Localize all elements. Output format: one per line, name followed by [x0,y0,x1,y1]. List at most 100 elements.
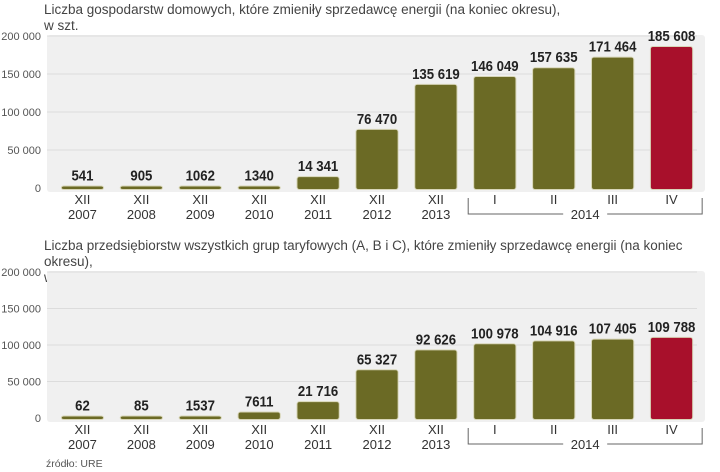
x-tick-label: XII [310,192,326,207]
bar [415,350,457,419]
x-tick-label: I [493,192,497,207]
x-tick-label: XII [133,192,149,207]
bar-value-label: 135 619 [412,65,460,82]
group-bracket [467,428,703,445]
y-tick-label: 200 000 [1,31,41,43]
bar-value-label: 107 405 [589,320,637,337]
bar-value-label: 85 [134,397,149,414]
x-tick-label: XII [428,422,444,437]
x-tick-year-label: 2010 [245,207,274,222]
bar-value-label: 1537 [186,397,215,414]
y-tick-label: 0 [35,413,41,425]
bar-value-label: 14 341 [298,157,338,174]
bar [238,186,280,189]
bar-value-label: 185 608 [648,27,696,44]
x-tick-year-label: 2008 [127,437,156,452]
x-tick-label: XII [75,422,91,437]
x-tick-label: II [550,192,557,207]
x-tick-label: III [607,422,618,437]
chart-1-title-text: Liczba gospodarstw domowych, które zmien… [44,2,561,17]
bar [474,77,516,189]
group-bracket [467,198,703,215]
x-tick-year-label: 2013 [421,207,450,222]
bar [61,186,104,189]
bar [297,177,339,189]
bar [650,337,693,419]
x-tick-year-label: 2007 [68,437,97,452]
x-tick-label: XII [192,422,208,437]
y-tick-label: 150 000 [1,69,41,81]
bar [533,68,575,189]
x-tick-year-label: 2008 [127,207,156,222]
bar [356,370,398,419]
x-tick-label: I [493,422,497,437]
y-tick-label: 200 000 [1,267,41,279]
bar [238,412,280,419]
x-tick-year-label: 2012 [363,437,392,452]
bar [592,339,634,419]
chart-1-title: Liczba gospodarstw domowych, które zmien… [44,2,560,34]
y-tick-label: 0 [35,183,41,195]
x-tick-year-label: 2009 [186,437,215,452]
bar-value-label: 76 470 [357,110,397,127]
bar [415,84,457,189]
x-tick-label: XII [192,192,208,207]
bar [297,402,339,419]
household-switch-chart: 0 50 000 100 000 150 000 200 000 541 XII 2007 90… [1,27,705,222]
bar-value-label: 1340 [245,167,274,184]
x-tick-year-label: 2012 [363,207,392,222]
group-year-label: 2014 [571,207,600,222]
x-tick-year-label: 2009 [186,207,215,222]
bar-value-label: 171 464 [589,38,637,55]
x-tick-label: IV [665,422,678,437]
x-tick-year-label: 2013 [421,437,450,452]
x-tick-year-label: 2011 [304,437,332,452]
group-year-label: 2014 [571,437,600,452]
bar-value-label: 21 716 [298,382,338,399]
y-tick-label: 50 000 [7,145,41,157]
bar-value-label: 1062 [186,167,215,184]
chart-1-subtitle: w szt. [44,18,79,33]
source-note: źródło: URE [46,458,103,470]
bar [650,46,693,189]
bar-value-label: 157 635 [530,48,578,65]
bar [592,57,634,189]
bar-value-label: 92 626 [416,331,456,348]
bar [356,129,398,189]
x-tick-label: III [607,192,618,207]
bar-value-label: 541 [71,167,93,184]
y-tick-label: 100 000 [1,340,41,352]
x-tick-year-label: 2007 [68,207,97,222]
bar-value-label: 62 [75,397,90,414]
x-tick-label: XII [369,192,385,207]
bar [533,341,575,419]
bar [179,416,221,419]
x-tick-year-label: 2011 [304,207,332,222]
x-tick-label: II [550,422,557,437]
bar-value-label: 65 327 [357,351,397,368]
x-tick-label: XII [310,422,326,437]
bar [474,344,516,419]
bar [179,186,221,189]
bar [120,186,162,189]
bar [120,416,162,419]
bar-value-label: 7611 [245,393,274,410]
bar-value-label: 104 916 [530,322,578,339]
x-tick-label: XII [251,422,267,437]
y-tick-label: 150 000 [1,304,41,316]
x-tick-label: IV [665,192,678,207]
bar-value-label: 905 [130,167,152,184]
x-tick-label: XII [251,192,267,207]
bar [61,416,104,419]
chart-2-title-text: Liczba przedsiębiorstw wszystkich grup t… [44,238,683,269]
bar-value-label: 146 049 [471,57,519,74]
y-tick-label: 100 000 [1,107,41,119]
x-tick-label: XII [133,422,149,437]
x-tick-year-label: 2010 [245,437,274,452]
x-tick-label: XII [428,192,444,207]
x-tick-label: XII [369,422,385,437]
y-tick-label: 50 000 [7,377,41,389]
bar-value-label: 100 978 [471,324,519,341]
bar-value-label: 109 788 [648,318,696,335]
